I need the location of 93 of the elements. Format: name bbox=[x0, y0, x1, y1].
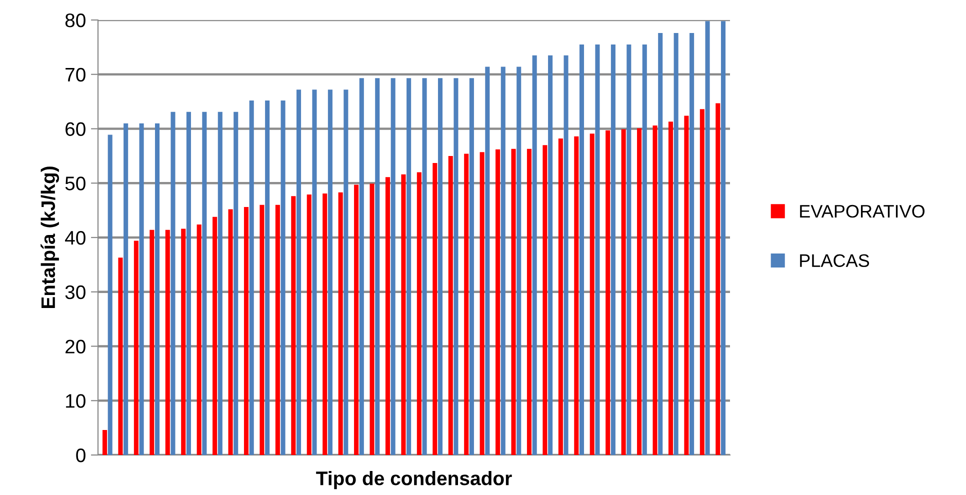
bar bbox=[296, 90, 302, 455]
y-tick-label: 30 bbox=[65, 285, 86, 300]
bar bbox=[684, 116, 689, 455]
bar bbox=[526, 148, 532, 455]
y-tick-label: 70 bbox=[66, 68, 86, 82]
bar bbox=[606, 130, 610, 455]
y-tick-label: 10 bbox=[66, 394, 86, 408]
bar bbox=[306, 194, 312, 455]
bar bbox=[354, 184, 359, 455]
bar bbox=[500, 66, 506, 455]
bar bbox=[668, 122, 673, 455]
bar bbox=[564, 55, 568, 455]
bar bbox=[165, 230, 170, 455]
bar bbox=[716, 103, 720, 455]
bar bbox=[218, 112, 222, 455]
bar bbox=[170, 112, 176, 455]
bar bbox=[390, 78, 396, 455]
bar bbox=[416, 172, 422, 455]
bar bbox=[480, 152, 484, 455]
bar bbox=[260, 204, 264, 455]
bar bbox=[432, 163, 438, 455]
bar bbox=[674, 33, 678, 455]
y-tick-label: 80 bbox=[65, 13, 86, 28]
bar bbox=[212, 216, 218, 455]
bar bbox=[438, 78, 443, 455]
bar bbox=[322, 193, 328, 455]
bar bbox=[516, 66, 522, 455]
bar bbox=[181, 228, 186, 455]
bar bbox=[406, 78, 412, 455]
bar bbox=[705, 21, 710, 455]
bar bbox=[700, 109, 704, 455]
bar bbox=[652, 125, 658, 455]
bar bbox=[454, 78, 458, 455]
bar bbox=[401, 174, 406, 455]
bar bbox=[690, 33, 694, 455]
bar bbox=[626, 44, 632, 455]
bar bbox=[637, 128, 642, 455]
y-tick-label: 0 bbox=[76, 448, 86, 462]
bar bbox=[155, 123, 160, 455]
bar bbox=[464, 154, 469, 455]
bar bbox=[658, 33, 663, 455]
bar bbox=[595, 44, 600, 455]
y-axis-title: Entalpía (kJ/kg) bbox=[40, 166, 60, 308]
bar bbox=[422, 78, 427, 455]
bar bbox=[275, 204, 280, 455]
y-tick-label: 40 bbox=[65, 230, 86, 245]
bar bbox=[558, 138, 563, 455]
bar bbox=[291, 196, 296, 455]
bar bbox=[228, 209, 233, 455]
bar bbox=[590, 134, 594, 455]
bar bbox=[102, 430, 108, 455]
bar bbox=[108, 134, 112, 455]
bar bbox=[448, 156, 453, 455]
bar bbox=[150, 230, 154, 455]
bar bbox=[196, 224, 202, 455]
bar bbox=[344, 90, 348, 455]
legend-label: EVAPORATIVO bbox=[800, 204, 925, 218]
bar bbox=[249, 100, 254, 455]
bar bbox=[511, 148, 516, 455]
bar bbox=[124, 123, 128, 455]
bar bbox=[359, 78, 364, 455]
bar bbox=[375, 78, 380, 455]
y-tick-label: 60 bbox=[66, 122, 86, 136]
bar bbox=[328, 90, 332, 455]
bar bbox=[574, 136, 579, 455]
bar bbox=[370, 184, 374, 455]
bar bbox=[532, 55, 537, 455]
bar bbox=[202, 112, 207, 455]
bar bbox=[280, 100, 286, 455]
bar bbox=[469, 78, 474, 455]
bar bbox=[118, 258, 123, 455]
y-tick-label: 50 bbox=[65, 176, 86, 190]
bar bbox=[642, 44, 647, 455]
bar bbox=[234, 112, 238, 455]
bar bbox=[485, 66, 490, 455]
bar bbox=[548, 55, 553, 455]
bar bbox=[244, 207, 249, 455]
bar bbox=[610, 44, 616, 455]
bar bbox=[621, 129, 626, 455]
bar bbox=[579, 44, 584, 455]
bar bbox=[496, 149, 500, 455]
bar bbox=[134, 240, 138, 455]
bar bbox=[186, 112, 191, 455]
bar bbox=[312, 90, 317, 455]
bar bbox=[338, 192, 343, 455]
y-tick-label: 20 bbox=[66, 340, 86, 354]
x-axis-title: Tipo de condensador bbox=[316, 470, 512, 490]
bar bbox=[720, 21, 726, 455]
bar bbox=[385, 177, 390, 455]
bar bbox=[542, 145, 548, 455]
legend-label: PLACAS bbox=[800, 254, 870, 268]
bar bbox=[139, 123, 144, 455]
bar bbox=[265, 100, 270, 455]
